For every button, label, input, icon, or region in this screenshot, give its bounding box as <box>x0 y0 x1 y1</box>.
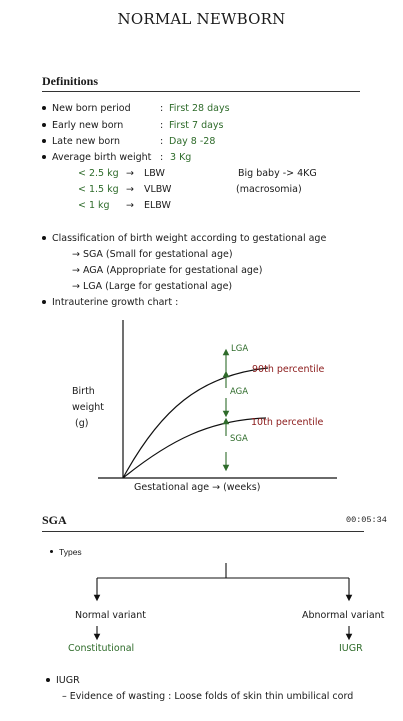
colon: : <box>160 152 164 163</box>
iugr-bullet: IUGR <box>46 675 80 686</box>
curve-10th <box>122 417 267 479</box>
percentile-90-label: 90th percentile <box>252 364 325 375</box>
aga-label: AGA <box>230 387 249 397</box>
macrosomia: (macrosomia) <box>236 184 302 195</box>
dash: – <box>62 691 70 702</box>
percentile-10-label: 10th percentile <box>251 417 324 428</box>
normal-variant: Normal variant <box>75 610 146 621</box>
definition-value: Day 8 -28 <box>169 136 216 147</box>
weight-abbr: VLBW <box>144 184 172 195</box>
colon: : <box>160 136 164 147</box>
x-axis-label: Gestational age → (weeks) <box>134 482 261 493</box>
iugr-variant: IUGR <box>339 643 363 654</box>
definitions-heading: Definitions <box>42 74 99 88</box>
bullet-icon <box>42 235 46 240</box>
classification-bullet: Classification of birth weight according… <box>42 233 326 244</box>
weight-abbr: LBW <box>144 168 165 179</box>
definition-row: Early new born <box>42 120 123 131</box>
timestamp: 00:05:34 <box>346 515 387 525</box>
big-baby: Big baby -> 4KG <box>238 168 317 179</box>
abnormal-variant: Abnormal variant <box>302 610 385 621</box>
bullet-icon <box>42 154 46 159</box>
types-bullet: Types <box>50 547 82 557</box>
sga-heading: SGA <box>42 513 67 527</box>
class-item-lga: → LGA (Large for gestational age) <box>72 281 233 292</box>
evidence-line: – Evidence of wasting : Loose folds of s… <box>62 691 354 702</box>
bullet-icon <box>50 550 53 554</box>
bullet-icon <box>42 105 46 110</box>
weight-condition: < 2.5 kg <box>78 168 119 179</box>
y-axis-label: Birth weight (g) <box>72 386 105 429</box>
bullet-icon <box>42 138 46 143</box>
bullet-icon <box>42 299 46 304</box>
weight-condition: < 1.5 kg <box>78 184 119 195</box>
definition-row: Late new born <box>42 136 120 147</box>
sga-divider <box>42 531 364 532</box>
colon: : <box>160 120 164 131</box>
bullet-icon <box>46 677 50 682</box>
colon: : <box>160 103 164 114</box>
constitutional: Constitutional <box>68 643 135 654</box>
definition-row: New born period <box>42 103 131 114</box>
definition-value: 3 Kg <box>170 152 192 163</box>
arrow-icon: → <box>126 168 134 179</box>
bullet-icon <box>42 122 46 127</box>
class-item-sga: → SGA (Small for gestational age) <box>72 249 233 260</box>
arrow-icon: → <box>126 200 134 211</box>
definition-value: First 28 days <box>169 103 230 114</box>
weight-condition: < 1 kg <box>78 200 110 211</box>
weight-abbr: ELBW <box>144 200 171 211</box>
growth-chart-bullet: Intrauterine growth chart : <box>42 297 178 308</box>
class-item-aga: → AGA (Appropriate for gestational age) <box>72 265 263 276</box>
page-title: NORMAL NEWBORN <box>117 10 286 28</box>
curve-90th <box>122 367 269 479</box>
definition-row: Average birth weight <box>42 152 151 163</box>
lga-label: LGA <box>231 344 249 354</box>
definition-value: First 7 days <box>169 120 224 131</box>
sga-label: SGA <box>230 434 248 444</box>
definitions-divider <box>42 91 360 92</box>
arrow-icon: → <box>126 184 134 195</box>
